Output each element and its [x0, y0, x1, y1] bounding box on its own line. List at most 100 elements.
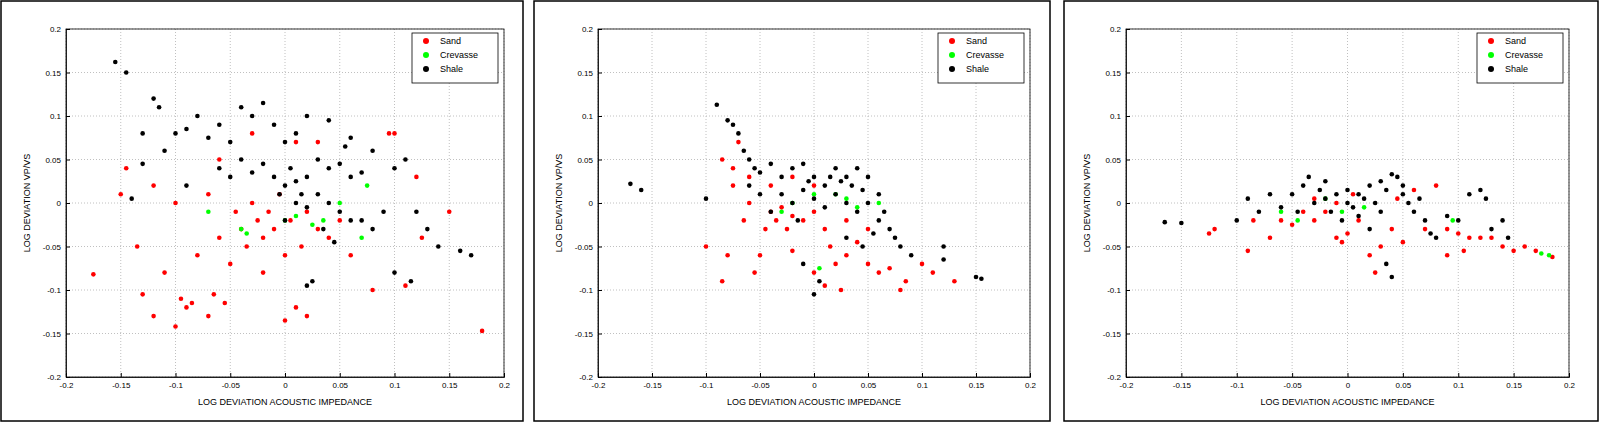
- tick-label: -0.1: [1107, 286, 1121, 295]
- tick-label: 0.2: [50, 25, 62, 34]
- point: [779, 192, 784, 197]
- point: [801, 188, 806, 193]
- tick-mark: [598, 116, 602, 117]
- tick: -0.15: [643, 373, 662, 390]
- point: [359, 236, 364, 241]
- tick-label: 0: [589, 199, 594, 208]
- point: [425, 227, 430, 232]
- x-axis-label: LOG DEVIATION ACOUSTIC IMPEDANCE: [1261, 397, 1435, 407]
- tick: 0.05: [332, 373, 348, 390]
- point: [206, 192, 211, 197]
- tick: -0.05: [575, 243, 602, 252]
- tick-label: 0.1: [389, 381, 401, 390]
- point: [796, 218, 801, 223]
- point: [370, 149, 375, 154]
- point: [261, 236, 266, 241]
- grid-line-y: [598, 290, 1030, 291]
- point: [299, 244, 304, 249]
- point: [118, 192, 123, 197]
- point: [844, 236, 849, 241]
- point: [887, 266, 892, 271]
- grid-line-y: [66, 333, 504, 334]
- panel: -0.2-0.15-0.1-0.0500.050.10.150.2-0.2-0.…: [534, 1, 1050, 421]
- point: [839, 179, 844, 184]
- tick-label: 0: [283, 381, 288, 390]
- point: [310, 222, 315, 227]
- point: [261, 270, 266, 275]
- grid-line-x: [1458, 29, 1459, 377]
- tick-mark: [1569, 373, 1570, 377]
- point: [812, 270, 817, 275]
- point: [436, 244, 441, 249]
- point: [844, 196, 849, 201]
- series-0: [1207, 183, 1555, 275]
- tick-label: 0.05: [332, 381, 348, 390]
- grid-line-x: [394, 29, 395, 377]
- tick-label: -0.05: [222, 381, 241, 390]
- point: [812, 175, 817, 180]
- point: [283, 253, 288, 258]
- series-2: [1162, 172, 1510, 279]
- x-axis-label: LOG DEVIATION ACOUSTIC IMPEDANCE: [727, 397, 901, 407]
- point: [239, 157, 244, 162]
- tick-label: -0.15: [1173, 381, 1192, 390]
- tick: -0.1: [169, 373, 183, 390]
- panel: -0.2-0.15-0.1-0.0500.050.10.150.2-0.2-0.…: [1, 1, 523, 421]
- legend-box: [1477, 33, 1563, 83]
- point: [179, 296, 184, 301]
- tick-mark: [598, 290, 602, 291]
- point: [359, 218, 364, 223]
- point: [833, 262, 838, 267]
- tick-mark: [66, 73, 70, 74]
- point: [1362, 196, 1367, 201]
- point: [715, 102, 720, 107]
- point: [850, 183, 855, 188]
- grid-line-y: [66, 203, 504, 204]
- tick-mark: [1458, 373, 1459, 377]
- point: [409, 279, 414, 284]
- point: [288, 218, 293, 223]
- point: [898, 288, 903, 293]
- point: [294, 179, 299, 184]
- point: [316, 192, 321, 197]
- point: [1323, 196, 1328, 201]
- tick-label: -0.1: [169, 381, 183, 390]
- tick-label: 0.15: [442, 381, 458, 390]
- tick-mark: [1126, 203, 1130, 204]
- tick-label: -0.05: [1284, 381, 1303, 390]
- point: [725, 253, 730, 258]
- point: [1478, 188, 1483, 193]
- tick: 0.05: [577, 156, 602, 165]
- point: [250, 131, 255, 136]
- point: [1445, 253, 1450, 258]
- point: [305, 175, 310, 180]
- point: [860, 188, 865, 193]
- grid-line-y: [598, 246, 1030, 247]
- point: [370, 288, 375, 293]
- tick-label: 0.05: [577, 156, 593, 165]
- tick-label: 0.2: [1564, 381, 1576, 390]
- point: [327, 166, 332, 171]
- point: [480, 329, 485, 334]
- point: [1378, 179, 1383, 184]
- tick: 0.05: [1396, 373, 1412, 390]
- point: [157, 105, 162, 110]
- point: [1378, 244, 1383, 249]
- point: [1500, 244, 1505, 249]
- point: [1234, 218, 1239, 223]
- point: [1445, 227, 1450, 232]
- point: [217, 236, 222, 241]
- tick: 0.15: [1506, 373, 1522, 390]
- point: [1406, 201, 1411, 206]
- point: [316, 157, 321, 162]
- point: [294, 305, 299, 310]
- point: [217, 166, 222, 171]
- point: [1345, 188, 1350, 193]
- point: [833, 166, 838, 171]
- tick-label: -0.2: [47, 373, 61, 382]
- plot-box: [66, 29, 504, 377]
- tick: 0.2: [1025, 373, 1037, 390]
- point: [904, 279, 909, 284]
- point: [392, 131, 397, 136]
- point: [1356, 192, 1361, 197]
